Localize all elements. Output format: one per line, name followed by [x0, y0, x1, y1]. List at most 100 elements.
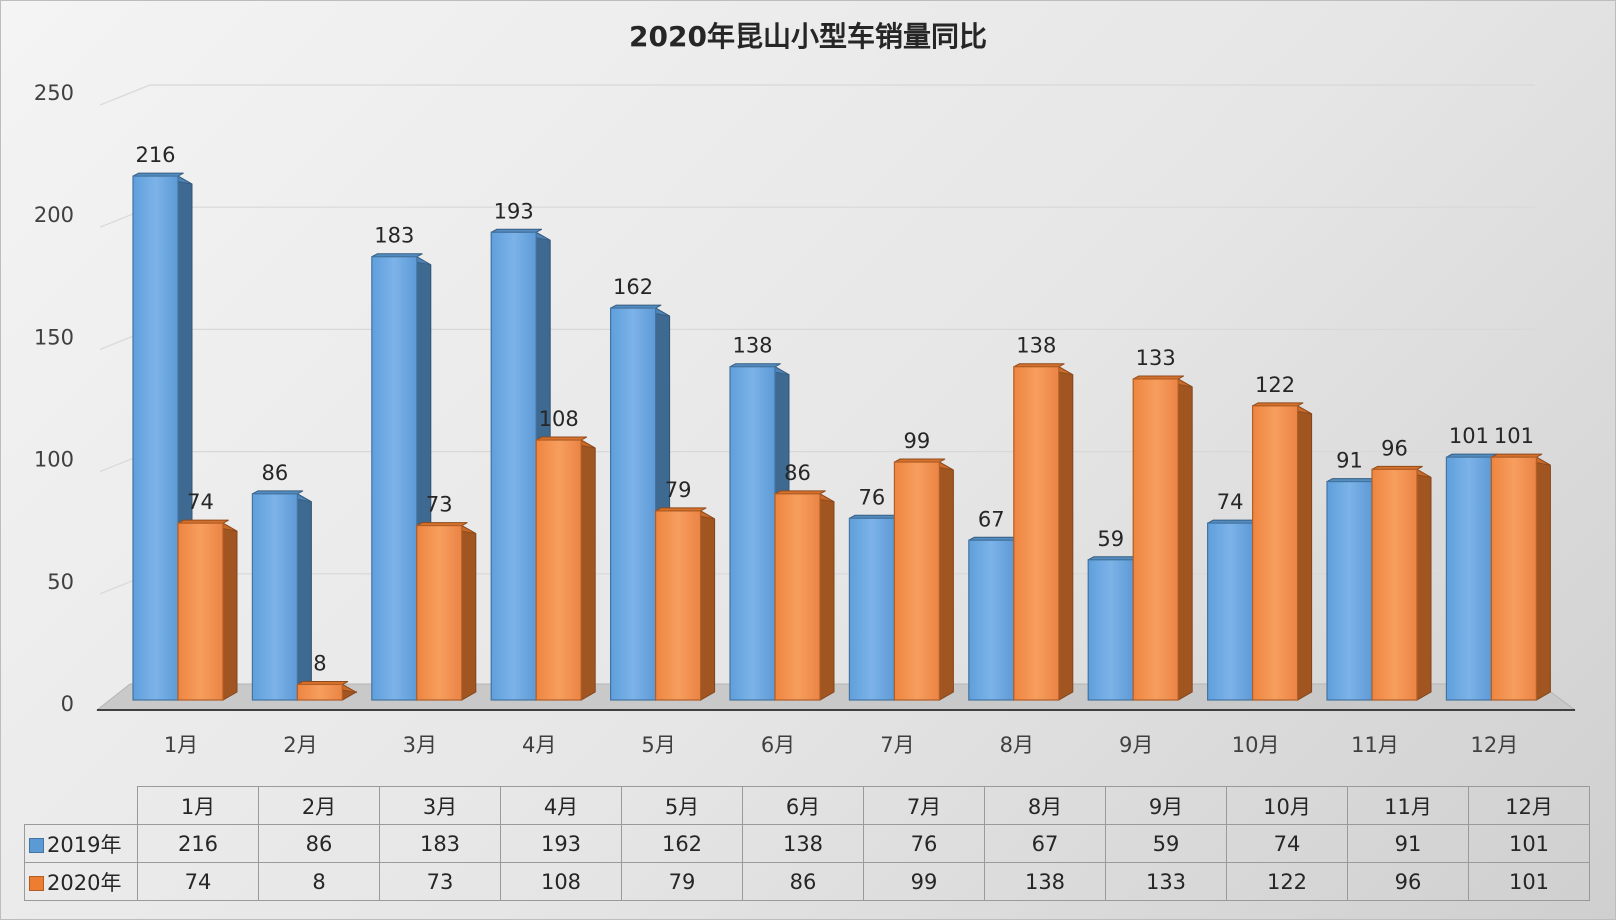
data-label: 73 — [426, 493, 453, 517]
y-tick-label: 0 — [61, 692, 74, 716]
y-tick-label: 250 — [34, 81, 74, 105]
gridline — [99, 206, 1535, 228]
bar-2020年-7月 — [893, 458, 954, 701]
table-cell: 91 — [1347, 824, 1469, 863]
table-header-cell: 4月 — [500, 786, 622, 825]
bar-2019年-3月 — [371, 253, 432, 701]
table-cell: 122 — [1226, 862, 1348, 901]
data-label: 59 — [1097, 527, 1124, 551]
x-tick-label: 9月 — [1119, 733, 1153, 757]
bar-2020年-8月 — [1013, 363, 1074, 701]
legend-entry: 2019年 — [24, 824, 138, 863]
table-cell: 76 — [863, 824, 985, 863]
data-label: 138 — [1016, 334, 1056, 358]
gridline — [99, 451, 1535, 473]
bar-2020年-12月 — [1490, 453, 1551, 701]
bar-2020年-4月 — [535, 436, 596, 701]
table-cell: 162 — [621, 824, 743, 863]
bar-2020年-10月 — [1251, 402, 1313, 701]
data-label: 138 — [732, 334, 772, 358]
table-cell: 86 — [258, 824, 380, 863]
table-header-cell: 6月 — [742, 786, 864, 825]
data-label: 76 — [859, 485, 886, 509]
table-cell: 73 — [379, 862, 501, 901]
table-header-cell: 11月 — [1347, 786, 1469, 825]
x-tick-label: 7月 — [880, 733, 914, 757]
table-cell: 79 — [621, 862, 743, 901]
table-cell: 183 — [379, 824, 501, 863]
legend-label: 2019年 — [47, 832, 122, 857]
x-tick-label: 11月 — [1351, 733, 1399, 757]
table-cell: 8 — [258, 862, 380, 901]
data-label: 86 — [784, 461, 811, 485]
table-cell: 108 — [500, 862, 622, 901]
table-cell: 67 — [984, 824, 1106, 863]
data-table: 1月 2月 3月 4月 5月 6月 7月 8月 9月 10月 11月 12月 2019年 216 86 183… — [24, 786, 1590, 901]
gridline — [99, 328, 1535, 350]
table-header-cell: 10月 — [1226, 786, 1348, 825]
y-tick-label: 50 — [47, 570, 74, 594]
table-header-cell: 12月 — [1468, 786, 1590, 825]
data-label: 108 — [539, 407, 579, 431]
data-label: 74 — [187, 490, 214, 514]
legend-swatch — [29, 875, 44, 891]
bar-2020年-1月 — [177, 519, 238, 701]
y-tick-label: 150 — [34, 325, 74, 349]
data-label: 74 — [1217, 490, 1244, 514]
data-label: 133 — [1136, 346, 1176, 370]
table-header-cell: 3月 — [379, 786, 501, 825]
x-tick-label: 1月 — [164, 733, 198, 757]
x-tick-label: 5月 — [641, 733, 675, 757]
legend-label: 2020年 — [47, 870, 122, 895]
table-cell: 101 — [1468, 824, 1590, 863]
data-label: 162 — [613, 275, 653, 299]
chart-title: 2020年昆山小型车销量同比 — [629, 20, 987, 53]
table-cell: 133 — [1105, 862, 1227, 901]
table-header-cell: 2月 — [258, 786, 380, 825]
table-header-cell: 7月 — [863, 786, 985, 825]
bar-2020年-2月 — [296, 680, 357, 701]
data-label: 8 — [313, 651, 326, 675]
x-tick-label: 4月 — [522, 733, 556, 757]
x-tick-label: 8月 — [1000, 733, 1034, 757]
data-label: 101 — [1494, 424, 1534, 448]
data-label: 101 — [1449, 424, 1489, 448]
table-header-cell: 5月 — [621, 786, 743, 825]
table-cell: 96 — [1347, 862, 1469, 901]
table-row: 2019年 216 86 183 193 162 138 76 67 59 74 91 101 — [24, 824, 1590, 863]
table-corner — [24, 786, 138, 825]
y-tick-label: 200 — [34, 203, 74, 227]
table-header-cell: 1月 — [137, 786, 259, 825]
x-tick-label: 12月 — [1471, 733, 1519, 757]
x-tick-label: 10月 — [1232, 733, 1280, 757]
bar-2020年-11月 — [1371, 465, 1432, 701]
bar-2020年-9月 — [1132, 375, 1193, 701]
bar-2020年-3月 — [416, 522, 477, 701]
table-cell: 59 — [1105, 824, 1227, 863]
data-label: 79 — [665, 478, 692, 502]
table-cell: 216 — [137, 824, 259, 863]
data-label: 99 — [904, 429, 931, 453]
data-label: 122 — [1255, 373, 1295, 397]
table-cell: 74 — [137, 862, 259, 901]
table-header-cell: 9月 — [1105, 786, 1227, 825]
table-cell: 138 — [984, 862, 1106, 901]
table-cell: 138 — [742, 824, 864, 863]
table-cell: 193 — [500, 824, 622, 863]
data-label: 96 — [1381, 436, 1408, 460]
data-label: 183 — [374, 224, 414, 248]
data-label: 193 — [494, 199, 534, 223]
table-cell: 101 — [1468, 862, 1590, 901]
bar-2020年-6月 — [774, 490, 835, 701]
x-tick-label: 3月 — [403, 733, 437, 757]
data-label: 67 — [978, 507, 1005, 531]
data-label: 216 — [135, 143, 175, 167]
data-label: 86 — [262, 461, 289, 485]
legend-entry: 2020年 — [24, 862, 138, 901]
table-cell: 86 — [742, 862, 864, 901]
table-header-cell: 8月 — [984, 786, 1106, 825]
legend-swatch — [29, 837, 44, 853]
data-label: 91 — [1336, 449, 1363, 473]
